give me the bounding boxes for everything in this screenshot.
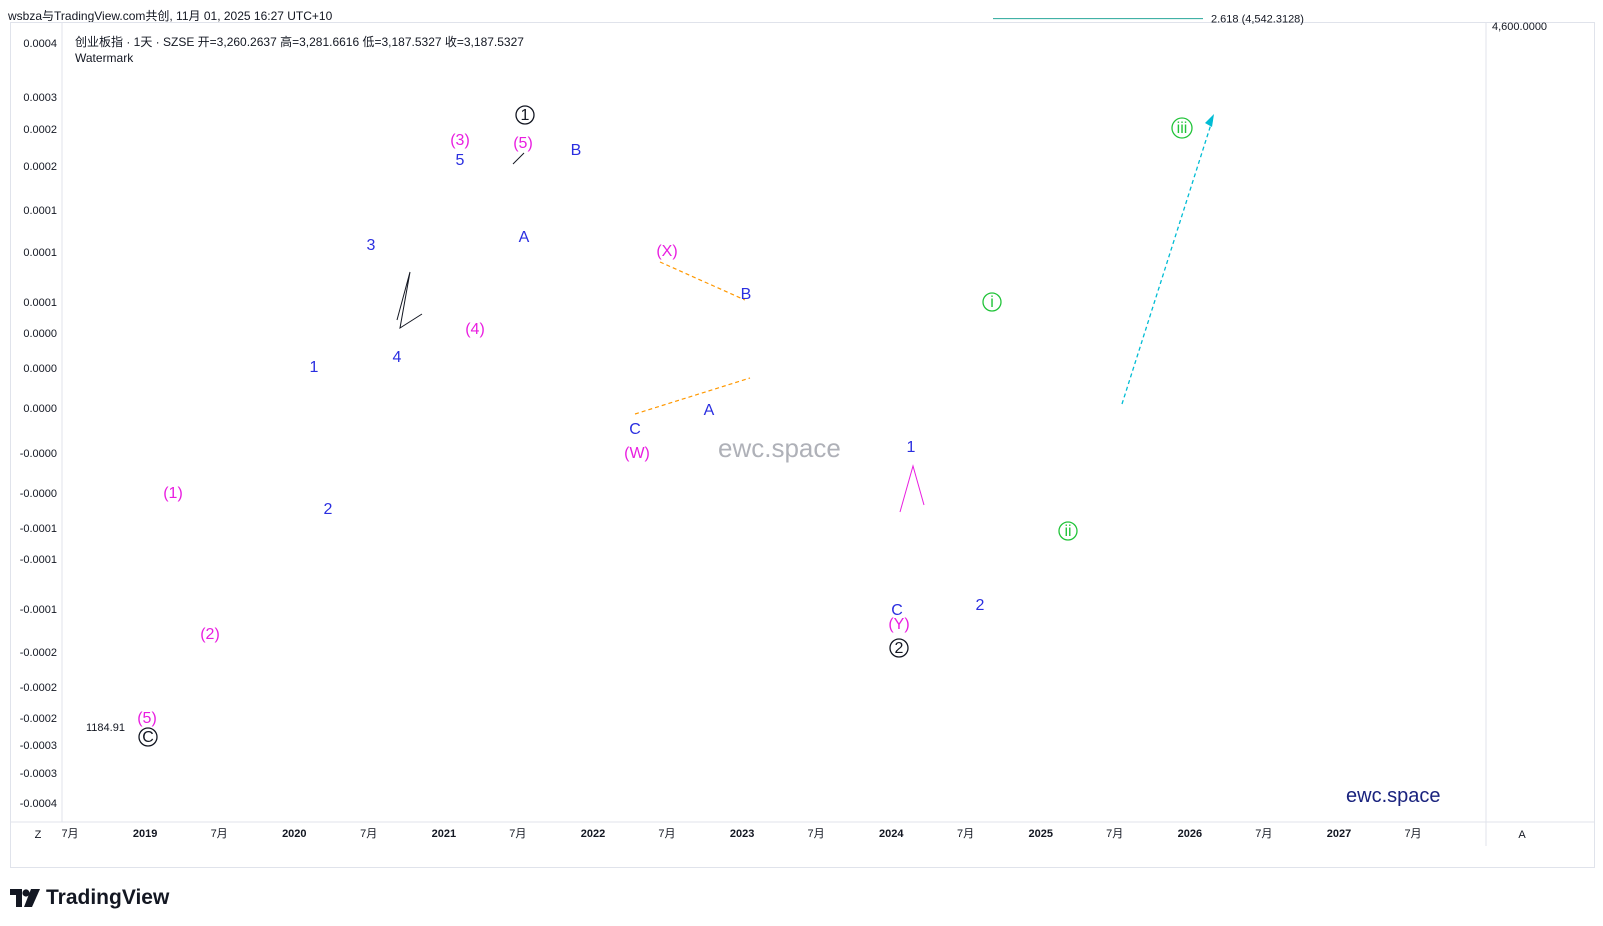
left-axis-tick: -0.0000 — [20, 448, 57, 460]
wave-label: C — [142, 729, 154, 746]
wave-label: 2 — [324, 501, 333, 518]
wave-label: i — [990, 294, 994, 311]
wave-label: B — [571, 142, 582, 159]
time-axis-tick: 2020 — [282, 828, 306, 840]
wave-label-circle — [515, 105, 535, 125]
left-axis-tick: 0.0000 — [23, 363, 57, 375]
wave-label: 1 — [310, 359, 319, 376]
legend: 创业板指 · 1天 · SZSE 开=3,260.2637 高=3,281.66… — [75, 34, 524, 66]
wave-label: C — [629, 421, 641, 438]
time-axis-tick: 7月 — [1255, 828, 1272, 840]
wave-label-circle — [1171, 117, 1193, 139]
wave-label: (W) — [624, 445, 650, 462]
wedge-drawing[interactable] — [512, 152, 525, 165]
left-axis-tick: -0.0002 — [20, 647, 57, 659]
time-axis-tick: 2024 — [879, 828, 904, 840]
left-axis-tick: 0.0004 — [23, 38, 57, 50]
wave-label: (5) — [513, 135, 533, 152]
wave-label-circle — [1058, 521, 1078, 541]
time-axis-tick: 7月 — [211, 828, 228, 840]
time-axis-tick: 7月 — [658, 828, 675, 840]
wave-label-circle — [138, 727, 158, 747]
wave-label: 5 — [456, 152, 465, 169]
wedge-drawing[interactable] — [396, 271, 423, 330]
wave-label-circle — [982, 292, 1002, 312]
time-axis-tick: 7月 — [957, 828, 974, 840]
wave-label: 1 — [521, 107, 530, 124]
wave-label: A — [704, 402, 715, 419]
left-axis-tick: -0.0002 — [20, 713, 57, 725]
wave-label: (5) — [137, 710, 157, 727]
tradingview-logo-icon — [10, 889, 40, 907]
wave-label: (X) — [656, 243, 677, 260]
wave-label-circle — [889, 638, 909, 658]
left-axis-tick: -0.0004 — [20, 798, 57, 810]
time-axis-tick: 2025 — [1029, 828, 1053, 840]
time-axis-tick: 7月 — [1106, 828, 1123, 840]
time-axis-tick: 2022 — [581, 828, 605, 840]
price-axis-tick: 4,600.0000 — [1492, 21, 1547, 33]
watermark-corner: ewc.space — [1346, 785, 1441, 807]
time-axis-tick: 2026 — [1178, 828, 1202, 840]
chart-caption: wsbza与TradingView.com共创, 11月 01, 2025 16… — [8, 9, 333, 23]
wave-label: 2 — [895, 640, 904, 657]
wave-label: (1) — [163, 485, 183, 502]
wave-drawing[interactable] — [899, 464, 925, 513]
time-axis-tick: 7月 — [1404, 828, 1421, 840]
time-axis-tick: 2027 — [1327, 828, 1351, 840]
symbol-ohlc-line[interactable]: 创业板指 · 1天 · SZSE 开=3,260.2637 高=3,281.66… — [75, 35, 524, 49]
watermark-label: Watermark — [75, 51, 134, 65]
time-axis-tick: 7月 — [360, 828, 377, 840]
wave-label: 2 — [976, 597, 985, 614]
corner-label-right: A — [1518, 829, 1526, 841]
time-axis-tick: 2019 — [133, 828, 157, 840]
projection-dashed-line[interactable] — [1121, 117, 1214, 405]
left-axis-tick: -0.0002 — [20, 682, 57, 694]
left-axis-tick: -0.0001 — [20, 604, 57, 616]
wave-label: B — [741, 286, 752, 303]
left-axis-tick: 0.0002 — [23, 124, 57, 136]
time-axis-tick: 2021 — [432, 828, 456, 840]
left-axis-tick: 0.0002 — [23, 161, 57, 173]
left-axis-tick: 0.0003 — [23, 92, 57, 104]
wave-label: (Y) — [888, 616, 909, 633]
wave-label: ii — [1064, 523, 1071, 540]
time-axis-tick: 2023 — [730, 828, 754, 840]
left-axis-tick: 0.0001 — [23, 205, 57, 217]
tradingview-logo[interactable]: TradingView — [10, 886, 169, 910]
time-axis-tick: 7月 — [61, 828, 78, 840]
corner-label-left: Z — [35, 829, 42, 841]
left-axis-tick: 0.0000 — [23, 403, 57, 415]
chart-frame — [10, 22, 1595, 868]
wave-label: A — [519, 229, 530, 246]
time-axis-tick: 7月 — [808, 828, 825, 840]
wave-label: iii — [1177, 120, 1188, 137]
left-axis-tick: -0.0001 — [20, 523, 57, 535]
watermark-center: ewc.space — [718, 433, 841, 463]
left-axis-tick: 0.0001 — [23, 247, 57, 259]
wave-label: (3) — [450, 132, 470, 149]
left-axis-tick: -0.0001 — [20, 554, 57, 566]
brand-name: TradingView — [46, 886, 170, 909]
time-axis-tick: 7月 — [509, 828, 526, 840]
wave-label: (4) — [465, 321, 485, 338]
wave-label: (2) — [200, 626, 220, 643]
left-axis-tick: -0.0000 — [20, 488, 57, 500]
left-axis-tick: -0.0003 — [20, 768, 57, 780]
triangle-upper-line[interactable] — [659, 261, 746, 301]
left-axis-tick: -0.0003 — [20, 740, 57, 752]
fib-level-label: 2.618 (4,542.3128) — [1211, 14, 1304, 26]
wave-label: 4 — [393, 349, 402, 366]
wave-label: 1 — [907, 439, 916, 456]
wave-label: C — [891, 602, 903, 619]
triangle-lower-line[interactable] — [634, 377, 751, 415]
left-axis-tick: 0.0001 — [23, 297, 57, 309]
left-axis-tick: 0.0000 — [23, 328, 57, 340]
wave-label: 1184.91 — [86, 722, 125, 734]
projection-arrowhead — [1205, 114, 1214, 127]
wave-label: 3 — [367, 237, 376, 254]
